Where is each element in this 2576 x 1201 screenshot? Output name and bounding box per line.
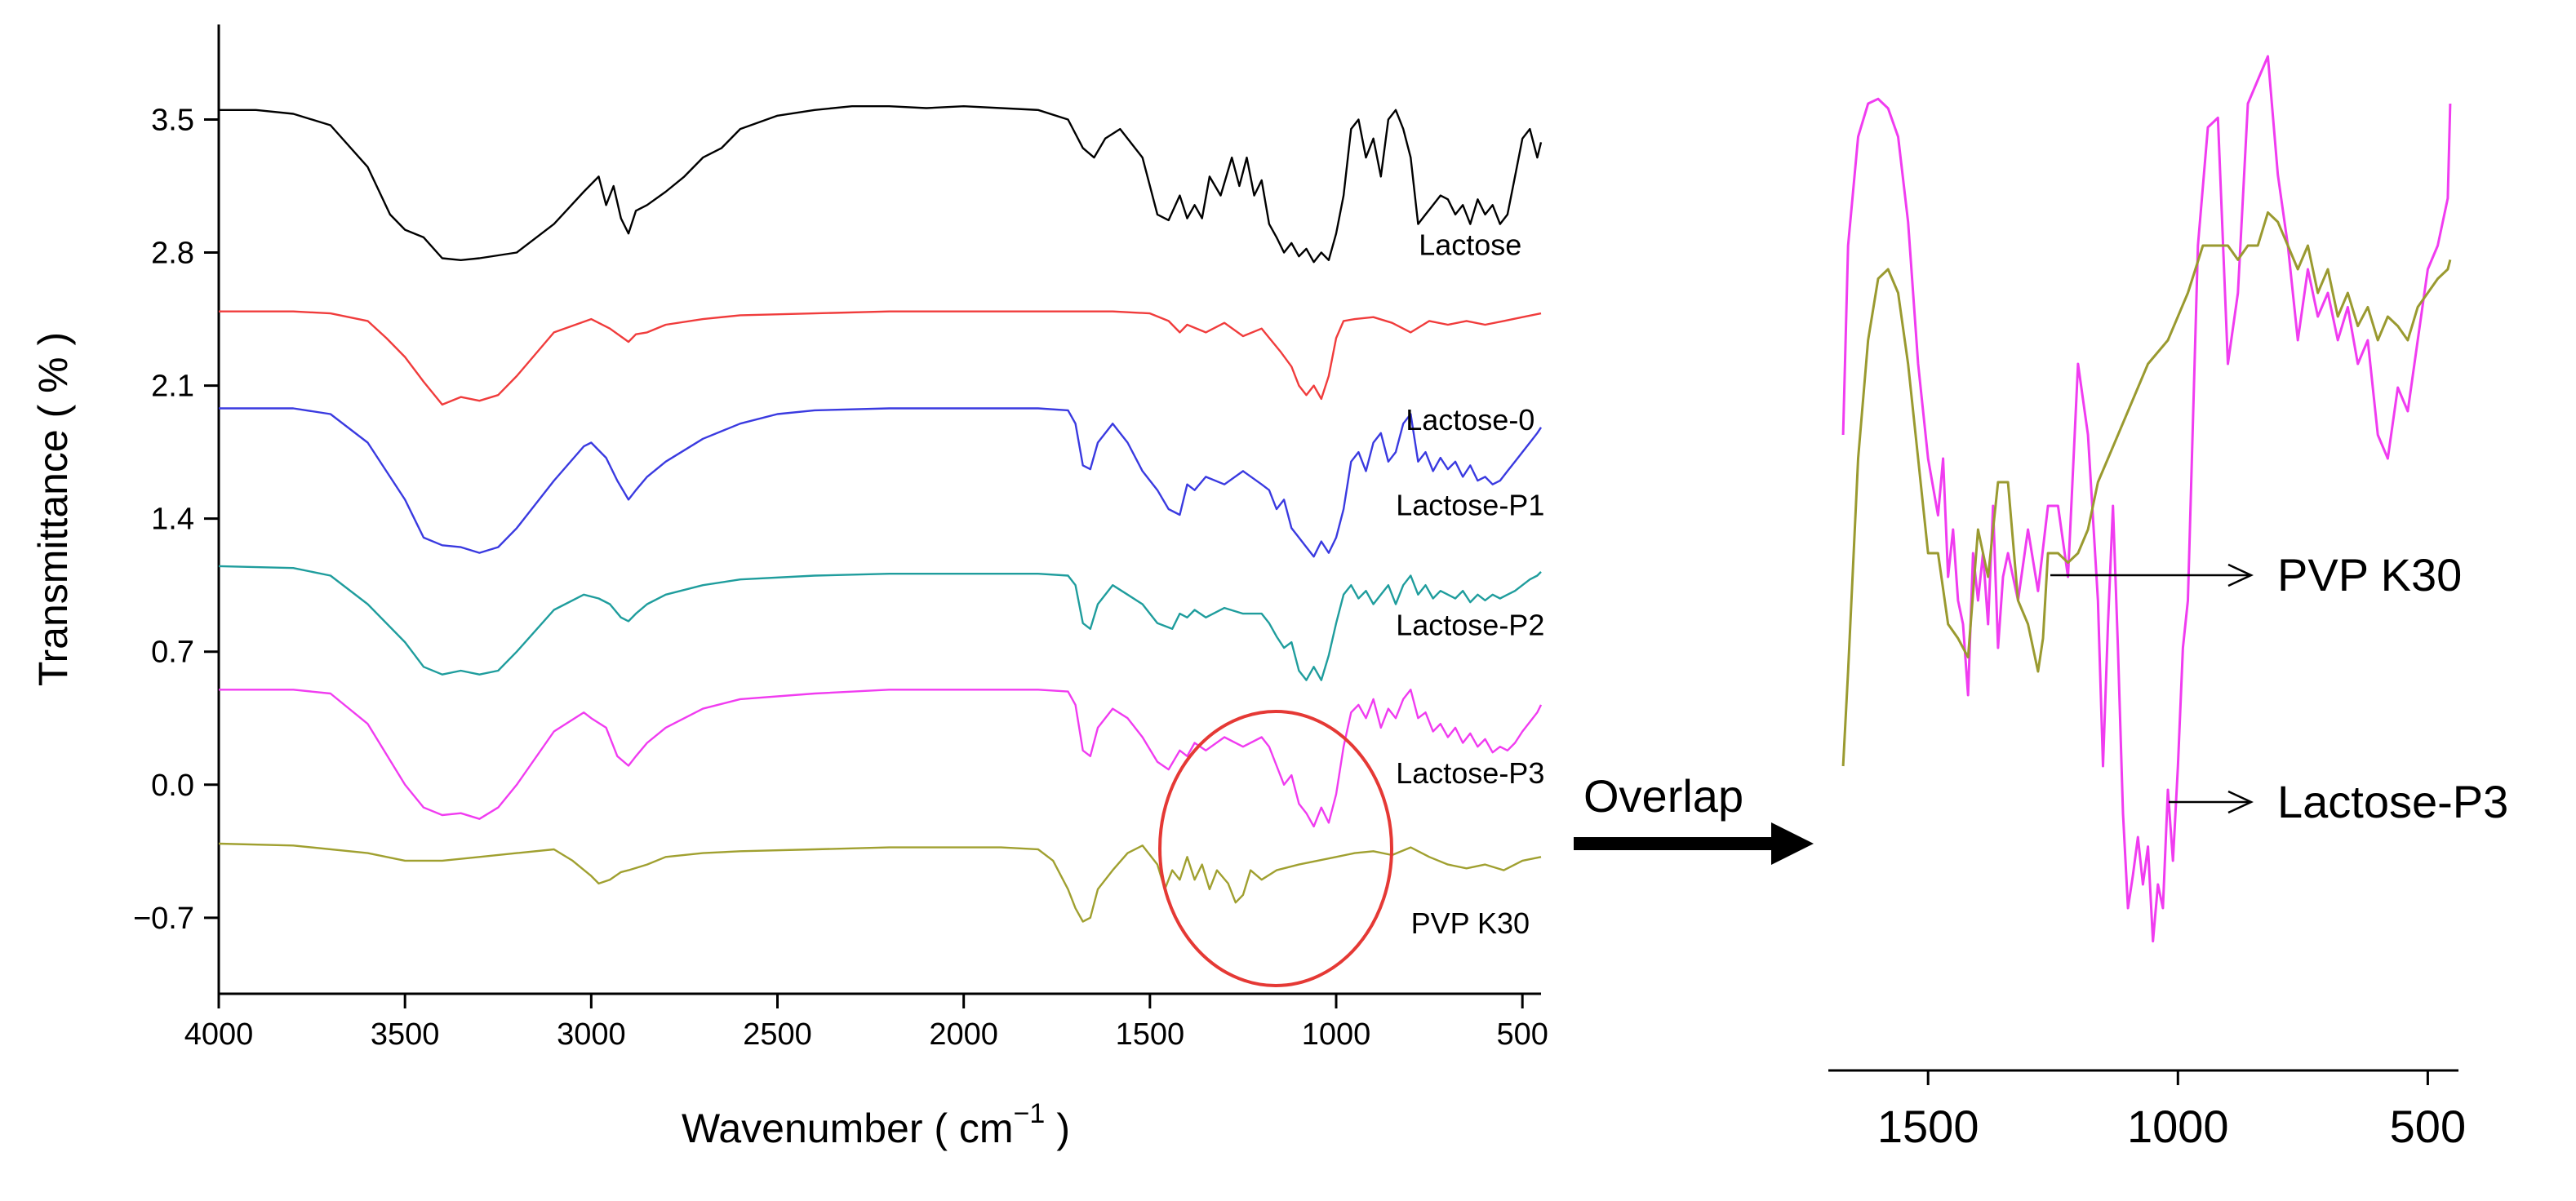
overlap-label: Overlap	[1583, 770, 1743, 822]
main-x-tick-label: 4000	[184, 1017, 254, 1052]
series-label-pvp-k30: PVP K30	[1411, 906, 1530, 940]
main-y-tick-label: 2.1	[151, 370, 194, 404]
main-x-tick-label: 1500	[1116, 1017, 1185, 1052]
series-label-lactose-0: Lactose-0	[1406, 403, 1534, 437]
inset-x-tick-label: 1500	[1877, 1101, 1979, 1152]
y-axis-title: Transmittance ( % )	[30, 332, 76, 686]
series-label-lactose-p3: Lactose-P3	[1396, 756, 1544, 790]
callout-arrowhead-lactose-p3	[2227, 790, 2254, 814]
series-line-lactose	[219, 104, 1543, 264]
inset-x-tick-label: 1000	[2127, 1101, 2229, 1152]
inset-label-lactose-p3: Lactose-P3	[2277, 776, 2508, 827]
inset-callout-pvp: PVP K30	[2050, 549, 2462, 600]
inset-label-pvp: PVP K30	[2277, 549, 2462, 600]
main-series-group	[218, 104, 1543, 923]
main-y-tick-label: 3.5	[151, 103, 194, 137]
main-x-tick-label: 1000	[1302, 1017, 1371, 1052]
series-label-lactose-p2: Lactose-P2	[1396, 608, 1544, 641]
inset-series-line-lactose-p3	[1841, 55, 2452, 943]
main-x-ticks: 4000 3500 3000 2500 2000 1500 1000 500	[184, 994, 1548, 1052]
series-line-lactose-p1	[219, 407, 1543, 558]
inset-series-line-pvp-k30	[1841, 211, 2452, 767]
overlap-highlight-circle	[1158, 710, 1393, 987]
inset-callout-lactose-p3: Lactose-P3	[2169, 776, 2508, 827]
x-axis-title-superscript: −1	[1014, 1098, 1046, 1129]
main-x-tick-label: 3500	[371, 1017, 440, 1052]
overlap-arrow-head	[1771, 822, 1814, 865]
main-y-tick-label: 1.4	[151, 503, 194, 537]
main-y-tick-label: 2.8	[151, 237, 194, 271]
main-y-tick-label: 0.7	[151, 636, 194, 670]
main-x-tick-label: 3000	[557, 1017, 626, 1052]
series-line-lactose-p3	[219, 689, 1543, 828]
series-line-lactose-p2	[218, 565, 1542, 681]
inset-chart: 1500 1000 500 PVP K30 Lactose-P3	[1828, 55, 2508, 1152]
main-x-tick-label: 500	[1496, 1017, 1548, 1052]
x-axis-title-close: )	[1056, 1106, 1070, 1151]
series-label-lactose-p1: Lactose-P1	[1396, 489, 1544, 522]
main-y-ticks: 3.5 2.8 2.1 1.4 0.7 0.0 −0.7	[133, 103, 219, 936]
series-line-pvp-k30	[218, 842, 1542, 923]
main-x-tick-label: 2000	[929, 1017, 998, 1052]
inset-x-ticks: 1500 1000 500	[1877, 1070, 2466, 1152]
inset-x-tick-label: 500	[2390, 1101, 2466, 1152]
x-axis-title-main: Wavenumber ( cm	[682, 1106, 1014, 1151]
series-label-lactose: Lactose	[1419, 228, 1521, 262]
main-series-labels: Lactose Lactose-0 Lactose-P1 Lactose-P2 Lact…	[1396, 228, 1544, 941]
main-chart: 4000 3500 3000 2500 2000 1500 1000 500 3.5 2.8 2.…	[30, 24, 1548, 1151]
x-axis-title: Wavenumber ( cm−1)	[682, 1098, 1070, 1151]
series-line-lactose-0	[219, 310, 1542, 406]
callout-arrowhead-pvp	[2227, 563, 2254, 587]
overlap-arrow-group: Overlap	[1574, 770, 1814, 865]
main-y-tick-label: −0.7	[133, 902, 194, 936]
main-x-tick-label: 2500	[743, 1017, 812, 1052]
main-y-tick-label: 0.0	[151, 769, 194, 803]
inset-series-group	[1841, 55, 2452, 943]
